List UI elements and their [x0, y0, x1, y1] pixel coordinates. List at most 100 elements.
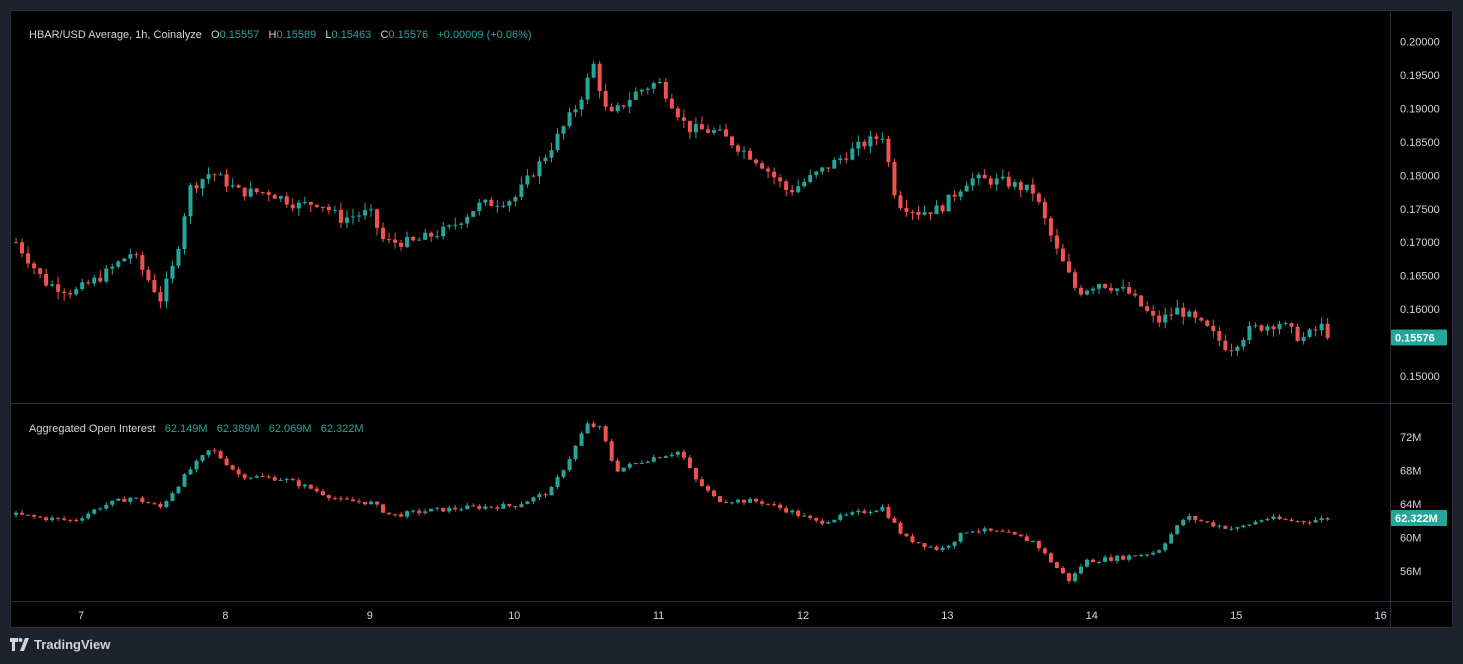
oi-candle: [862, 510, 867, 514]
oi-candle: [1163, 543, 1168, 551]
oi-candle: [772, 504, 777, 506]
price-candle: [826, 167, 831, 169]
oi-candle: [633, 462, 638, 464]
oi-candle: [483, 506, 488, 509]
tradingview-brand[interactable]: TradingView: [10, 637, 110, 652]
oi-candle: [92, 509, 97, 514]
oi-candle: [56, 517, 61, 519]
oi-candle: [1187, 516, 1192, 520]
price-candle: [531, 175, 536, 177]
oi-candle: [98, 508, 103, 510]
oi-candle: [766, 503, 771, 505]
price-candle: [170, 265, 175, 279]
oi-candle: [369, 501, 374, 505]
price-candle: [1181, 307, 1186, 317]
oi-candle: [266, 476, 271, 478]
price-candle: [188, 185, 193, 217]
oi-candle: [573, 445, 578, 460]
price-candle: [1133, 293, 1138, 296]
oi-candle: [1271, 516, 1276, 519]
price-candle: [1097, 284, 1102, 289]
price-candle: [56, 284, 61, 292]
price-candle: [495, 205, 500, 207]
price-candle: [723, 129, 728, 137]
price-candle: [1103, 284, 1108, 288]
oi-legend-title: Aggregated Open Interest: [29, 423, 156, 435]
oi-legend-high: 62.389M: [216, 423, 260, 435]
oi-candle: [296, 480, 301, 487]
price-candle: [248, 188, 253, 197]
price-candle: [369, 209, 374, 211]
oi-legend-low: 62.069M: [268, 423, 312, 435]
price-candle: [447, 225, 452, 227]
oi-candle: [693, 468, 698, 480]
oi-candle: [302, 484, 307, 487]
price-candle: [1319, 323, 1324, 331]
oi-legend: Aggregated Open Interest 62.149M 62.389M…: [29, 423, 364, 435]
price-candle: [1042, 201, 1047, 219]
oi-candle: [591, 423, 596, 428]
oi-candle: [1084, 559, 1089, 567]
oi-candle: [1205, 521, 1210, 523]
oi-candle: [585, 423, 590, 434]
price-candle: [278, 196, 283, 199]
price-candle: [1121, 287, 1126, 289]
oi-candle: [80, 518, 85, 521]
price-candle: [814, 171, 819, 175]
chart-frame[interactable]: 0.20000 0.19500 0.19000 0.18500 0.18000 0.175…: [10, 10, 1453, 628]
oi-candle: [1301, 521, 1306, 523]
brand-name: TradingView: [34, 637, 111, 652]
price-candle: [820, 167, 825, 172]
price-candle: [952, 194, 957, 197]
price-candle: [1054, 235, 1059, 249]
oi-candle: [1217, 525, 1222, 527]
price-candle: [350, 216, 355, 218]
oi-candle: [916, 542, 921, 544]
price-candle: [579, 99, 584, 110]
oi-candle: [104, 504, 109, 509]
oi-candle: [164, 501, 169, 508]
price-candle: [844, 158, 849, 160]
price-candle: [1253, 325, 1258, 327]
oi-candle: [314, 488, 319, 492]
oi-candle: [1157, 550, 1162, 553]
oi-last-value: 62.322M: [1395, 513, 1438, 525]
price-candle: [1006, 176, 1011, 187]
price-candle: [621, 105, 626, 107]
price-candle: [128, 254, 133, 259]
price-candle: [74, 289, 79, 295]
chart-canvas[interactable]: 0.20000 0.19500 0.19000 0.18500 0.18000 0.175…: [11, 11, 1452, 627]
oi-candle: [507, 504, 512, 507]
oi-candle: [62, 518, 67, 520]
price-candle: [832, 159, 837, 169]
price-candle: [868, 136, 873, 147]
price-candle: [910, 211, 915, 213]
price-candle: [387, 239, 392, 241]
oi-candle: [796, 510, 801, 516]
oi-candle: [50, 517, 55, 521]
oi-candle: [176, 486, 181, 494]
oi-candle: [994, 530, 999, 532]
oi-candle: [272, 477, 277, 481]
price-candle: [224, 174, 229, 187]
price-candle: [206, 174, 211, 180]
price-candle: [922, 212, 927, 215]
oi-candle: [567, 459, 572, 471]
price-candle: [218, 174, 223, 176]
oi-candle: [224, 458, 229, 466]
oi-candle: [681, 451, 686, 458]
oi-candle: [453, 507, 458, 510]
oi-candle: [1253, 521, 1258, 525]
price-candle: [140, 255, 145, 270]
price-candle: [982, 174, 987, 179]
oi-candle: [736, 499, 741, 503]
price-candle: [904, 208, 909, 212]
price-candle: [507, 201, 512, 206]
price-candle: [1145, 306, 1150, 311]
oi-candle: [260, 476, 265, 478]
price-candle: [784, 181, 789, 190]
oi-candle: [988, 528, 993, 531]
oi-candle: [1000, 530, 1005, 532]
price-candle: [338, 209, 343, 223]
oi-candle: [748, 498, 753, 503]
